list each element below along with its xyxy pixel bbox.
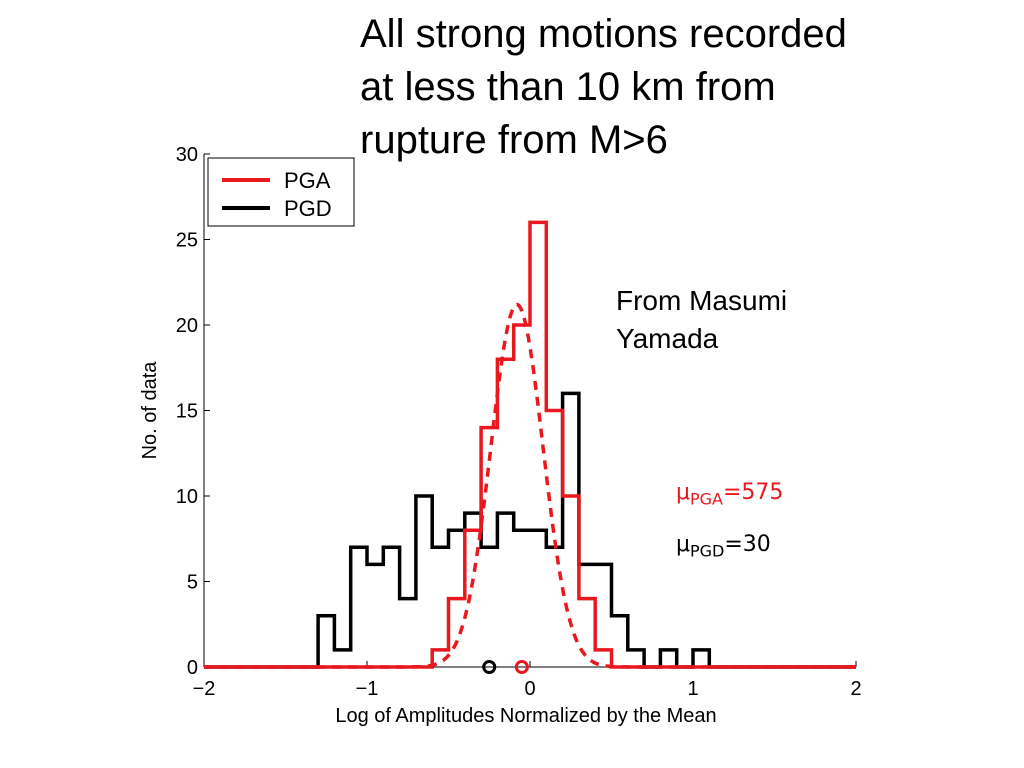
x-tick-label: −2: [193, 678, 216, 700]
slide-title: All strong motions recorded at less than…: [360, 8, 1000, 167]
legend-box: [207, 157, 355, 227]
y-tick-label: 10: [176, 486, 198, 508]
mean-marker-pga: [514, 660, 529, 674]
credit-line-2: Yamada: [616, 323, 719, 354]
mu-pga-sub: PGA: [690, 489, 723, 509]
legend-label-pgd: PGD: [284, 196, 332, 221]
y-tick-label: 20: [176, 315, 198, 337]
mu-pgd-sub: PGD: [690, 541, 725, 561]
y-tick-label: 0: [187, 657, 198, 679]
title-line-2: at less than 10 km from: [360, 65, 776, 109]
x-tick-label: 1: [687, 678, 698, 700]
x-tick-label: −1: [356, 678, 379, 700]
title-line-3: rupture from M>6: [360, 118, 668, 162]
legend: PGA PGD: [207, 157, 355, 227]
mu-pgd-symbol: μ: [676, 532, 690, 557]
mu-pgd-annotation: μPGD=30: [676, 532, 771, 560]
y-tick-label: 15: [176, 401, 198, 423]
source-credit: From Masumi Yamada: [616, 282, 787, 358]
x-axis-label: Log of Amplitudes Normalized by the Mean: [335, 705, 716, 727]
series-pga-histogram: [204, 220, 856, 669]
y-tick-label: 25: [176, 230, 198, 252]
series-pgd-histogram: [204, 391, 856, 669]
mu-pga-symbol: μ: [676, 480, 690, 505]
y-axis-label: No. of data: [139, 361, 161, 460]
y-tick-label: 30: [176, 144, 198, 166]
series-layer: [204, 220, 856, 674]
mu-pgd-value: =30: [724, 532, 771, 557]
mean-marker-pgd: [482, 660, 497, 674]
title-line-1: All strong motions recorded: [360, 12, 847, 56]
y-tick-label: 5: [187, 572, 198, 594]
credit-line-1: From Masumi: [616, 285, 788, 316]
mu-pga-value: =575: [723, 480, 784, 505]
legend-label-pga: PGA: [284, 168, 331, 193]
x-tick-label: 2: [850, 678, 861, 700]
x-tick-label: 0: [524, 678, 535, 700]
mu-pga-annotation: μPGA=575: [676, 480, 783, 508]
